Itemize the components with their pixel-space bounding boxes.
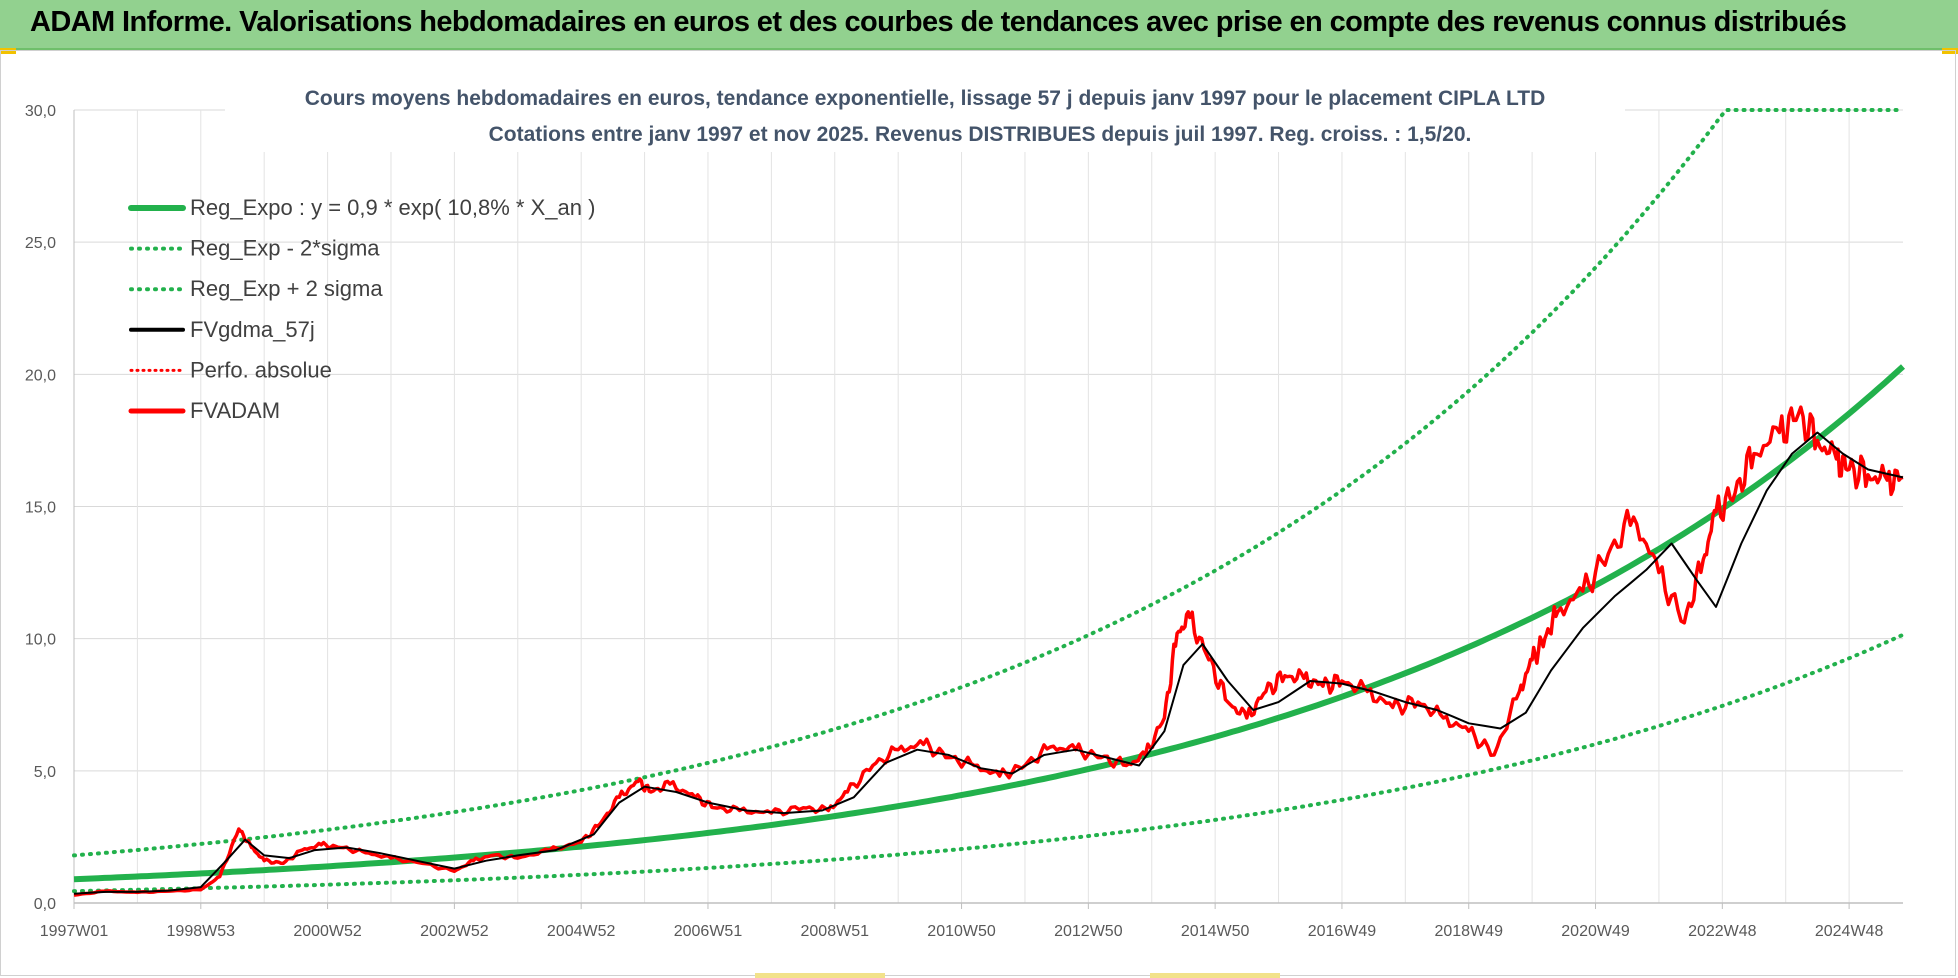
fvgdma-57j-line: [73, 431, 1904, 895]
bottom-tab-marker: [1150, 973, 1280, 978]
x-tick-label: 2014W50: [1181, 923, 1250, 940]
title-background: [225, 82, 1625, 152]
x-tick-label: 2006W51: [674, 923, 743, 940]
x-tick-label: 2000W52: [293, 923, 362, 940]
x-tick-label: 2018W49: [1434, 923, 1503, 940]
legend-label: Reg_Exp - 2*sigma: [190, 236, 380, 261]
grid-lines: [73, 109, 1903, 909]
chart-title: Cours moyens hebdomadaires en euros, ten…: [305, 87, 1546, 110]
legend-label: Perfo. absolue: [190, 357, 332, 382]
reg-exp-plus-2-sigma-line: [72, 108, 1905, 858]
reg-expo-line: [73, 364, 1906, 883]
legend-label: Reg_Expo : y = 0,9 * exp( 10,8% * X_an ): [190, 195, 595, 220]
x-tick-label: 2004W52: [547, 923, 616, 940]
corner-mark-right: [1942, 48, 1958, 54]
x-tick-label: 2022W48: [1688, 923, 1757, 940]
bottom-tab-marker: [755, 973, 885, 978]
chart-frame: [0, 50, 1956, 976]
y-tick-label: 5,0: [34, 764, 56, 781]
chart-subtitle: Cotations entre janv 1997 et nov 2025. R…: [489, 123, 1472, 146]
x-tick-label: 2016W49: [1308, 923, 1377, 940]
legend-label: Reg_Exp + 2 sigma: [190, 276, 383, 301]
x-tick-label: 1997W01: [40, 923, 109, 940]
y-tick-label: 20,0: [25, 367, 56, 384]
fvadam-line: [73, 405, 1904, 897]
x-tick-label: 2024W48: [1815, 923, 1884, 940]
y-tick-label: 15,0: [25, 500, 56, 517]
legend-label: FVADAM: [190, 398, 280, 423]
legend: Reg_Expo : y = 0,9 * exp( 10,8% * X_an )…: [128, 195, 595, 423]
x-tick-label: 2002W52: [420, 923, 489, 940]
x-tick-label: 2010W50: [927, 923, 996, 940]
x-tick-label: 1998W53: [167, 923, 236, 940]
y-tick-label: 0,0: [34, 896, 56, 913]
page-title: ADAM Informe. Valorisations hebdomadaire…: [30, 6, 1847, 38]
corner-mark-left: [0, 48, 16, 54]
legend-label: FVgdma_57j: [190, 317, 315, 342]
y-tick-label: 10,0: [25, 632, 56, 649]
y-tick-label: 30,0: [25, 103, 56, 120]
reg-exp-minus-2-sigma-line: [72, 632, 1905, 894]
x-tick-label: 2008W51: [801, 923, 870, 940]
series-layer: [72, 108, 1906, 897]
x-axis-ticks: 1997W01 1998W53 2000W52 2002W52 2004W52 2006W…: [40, 923, 1884, 940]
header-bar: ADAM Informe. Valorisations hebdomadaire…: [0, 0, 1958, 50]
y-axis-ticks: 0,0 5,0 10,0 15,0 20,0 25,0 30,0: [25, 103, 56, 913]
x-tick-label: 2020W49: [1561, 923, 1630, 940]
x-tick-label: 2012W50: [1054, 923, 1123, 940]
y-tick-label: 25,0: [25, 235, 56, 252]
